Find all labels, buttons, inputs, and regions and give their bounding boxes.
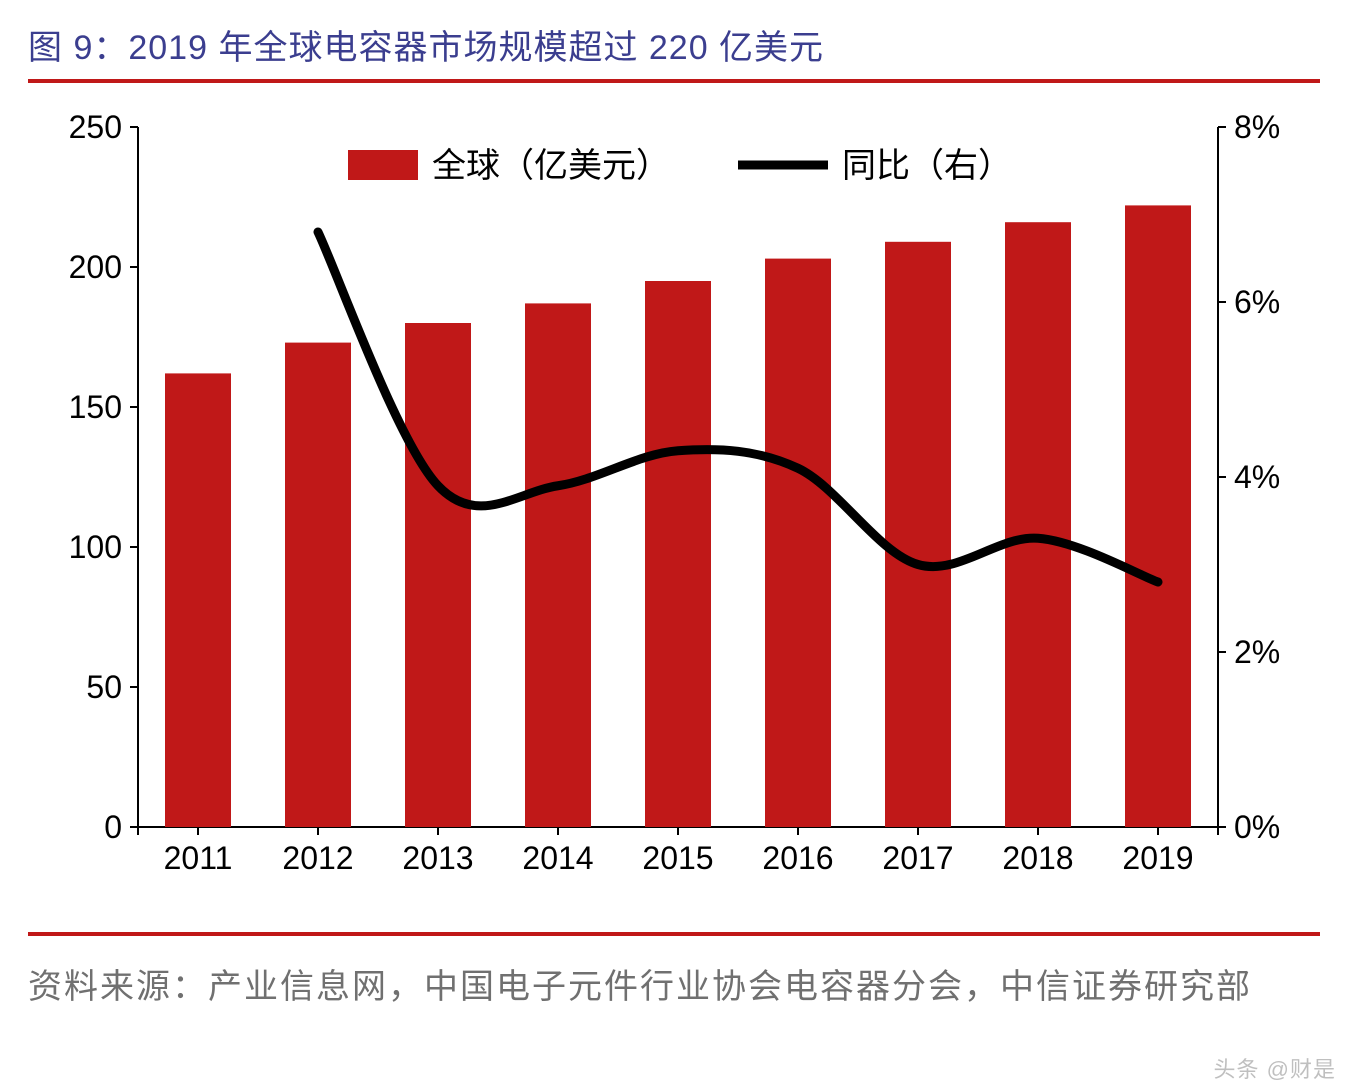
svg-text:2%: 2%	[1234, 634, 1280, 670]
bar	[1125, 205, 1191, 827]
svg-text:250: 250	[69, 109, 122, 145]
svg-text:6%: 6%	[1234, 284, 1280, 320]
x-tick-label: 2014	[522, 840, 593, 876]
combo-chart: 0 50 100 150 200 250 0% 2% 4% 6% 8% 2011 2012 2013 201…	[28, 107, 1320, 927]
svg-text:8%: 8%	[1234, 109, 1280, 145]
source-text: 资料来源：产业信息网，中国电子元件行业协会电容器分会，中信证券研究部	[28, 960, 1320, 1014]
bar	[165, 373, 231, 827]
x-tick-label: 2015	[642, 840, 713, 876]
bar	[405, 323, 471, 827]
x-tick-label: 2013	[402, 840, 473, 876]
svg-text:100: 100	[69, 529, 122, 565]
chart-title: 图 9：2019 年全球电容器市场规模超过 220 亿美元	[28, 20, 1320, 69]
x-tick-label: 2019	[1122, 840, 1193, 876]
x-tick-label: 2011	[164, 840, 233, 876]
chart-container: 0 50 100 150 200 250 0% 2% 4% 6% 8% 2011 2012 2013 201…	[28, 107, 1320, 932]
x-tick-label: 2018	[1002, 840, 1073, 876]
bar	[1005, 222, 1071, 827]
title-rule	[28, 79, 1320, 83]
page: 图 9：2019 年全球电容器市场规模超过 220 亿美元 0 50 100 150 2…	[0, 0, 1348, 1090]
x-tick-label: 2017	[882, 840, 953, 876]
legend-line-label: 同比（右）	[842, 147, 1012, 185]
svg-text:150: 150	[69, 389, 122, 425]
svg-text:0%: 0%	[1234, 809, 1280, 845]
x-tick-label: 2016	[762, 840, 833, 876]
legend-bar-label: 全球（亿美元）	[432, 147, 670, 185]
svg-text:50: 50	[86, 669, 122, 705]
svg-text:0: 0	[104, 809, 122, 845]
footer-rule	[28, 932, 1320, 936]
bar	[645, 281, 711, 827]
watermark: 头条 @财是	[1214, 1052, 1336, 1084]
bar	[525, 303, 591, 827]
x-tick-label: 2012	[282, 840, 353, 876]
svg-text:200: 200	[69, 249, 122, 285]
bar	[285, 343, 351, 827]
bar	[885, 242, 951, 827]
svg-text:4%: 4%	[1234, 459, 1280, 495]
bar	[765, 259, 831, 827]
legend-bar-swatch	[348, 150, 418, 180]
